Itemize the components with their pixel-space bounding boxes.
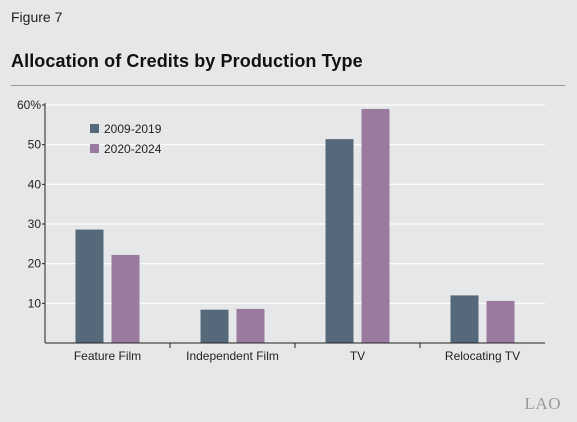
axes: 10 20 30 40 50 60% Feature Film Independent Fil… [17,98,545,363]
title-divider [11,85,565,86]
figure-label: Figure 7 [11,9,63,25]
y-tick-label: 40 [28,177,42,191]
bar-2009-2019-feature-film [75,229,104,343]
x-category-label: TV [350,349,365,363]
x-category-label: Feature Film [74,349,141,363]
y-tick-label: 30 [28,217,42,231]
legend-swatch [90,124,99,133]
bar-2020-2024-tv [361,108,390,343]
legend-swatch [90,144,99,153]
y-tick-label: 60% [17,98,41,112]
bar-2009-2019-tv [325,139,354,343]
y-tick-label: 50 [28,138,42,152]
legend-label: 2009-2019 [104,122,162,136]
x-category-label: Relocating TV [445,349,520,363]
legend-label: 2020-2024 [104,142,162,156]
y-tick-label: 10 [28,296,42,310]
bar-2020-2024-relocating-tv [486,300,515,343]
bars [75,108,515,343]
bar-2009-2019-relocating-tv [450,295,479,343]
lao-logo: LAO [524,394,561,413]
x-category-label: Independent Film [186,349,279,363]
legend: 2009-2019 2020-2024 [90,122,162,156]
y-tick-label: 20 [28,257,42,271]
bar-2020-2024-independent-film [236,308,265,343]
bar-2009-2019-independent-film [200,309,229,343]
bar-2020-2024-feature-film [111,254,140,343]
chart-title: Allocation of Credits by Production Type [11,51,363,71]
